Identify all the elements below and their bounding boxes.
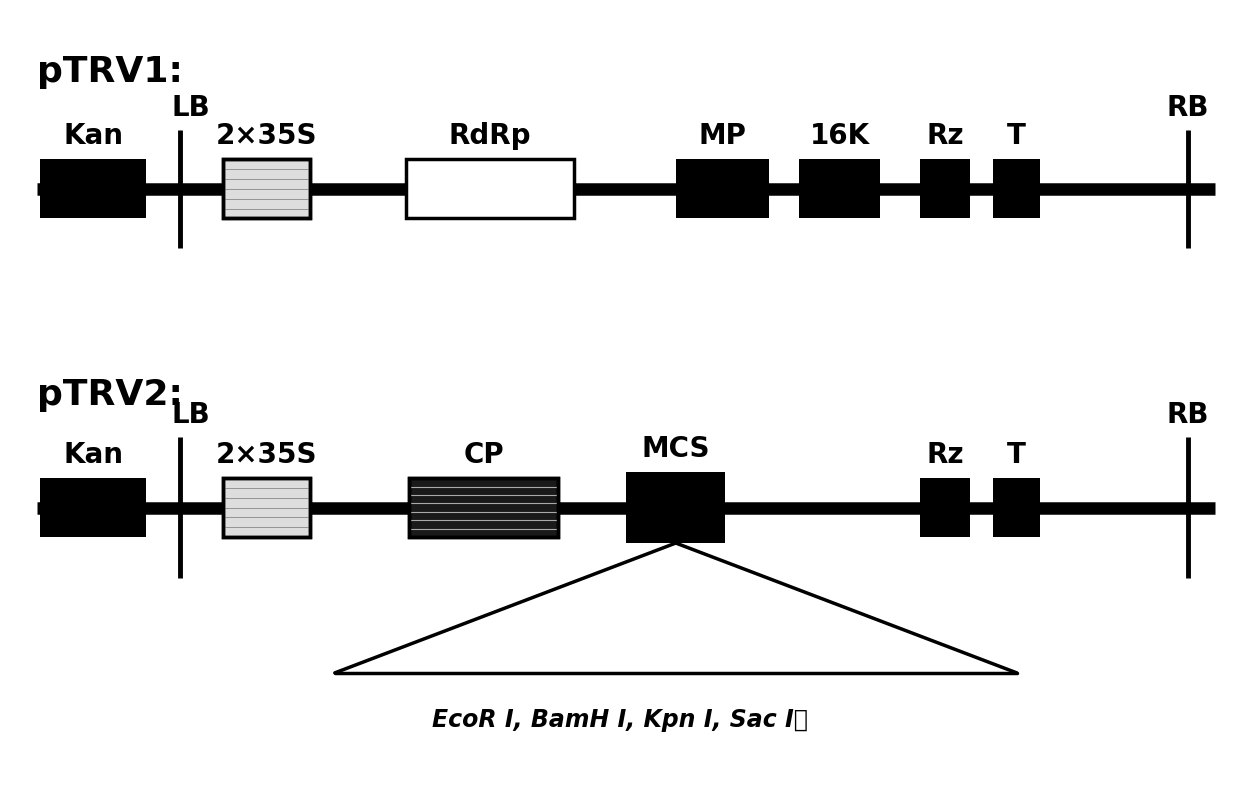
Text: Kan: Kan [63, 441, 123, 468]
Text: T: T [1007, 441, 1027, 468]
Text: Kan: Kan [63, 122, 123, 150]
Text: RB: RB [1167, 401, 1209, 429]
Text: LB: LB [171, 401, 210, 429]
Bar [677, 159, 769, 218]
Text: Rz: Rz [926, 441, 963, 468]
Bar [223, 478, 310, 537]
Bar [409, 478, 558, 537]
Text: pTRV2:: pTRV2: [37, 378, 184, 412]
Text: EcoR I, BamH I, Kpn I, Sac I等: EcoR I, BamH I, Kpn I, Sac I等 [432, 708, 808, 732]
Text: RB: RB [1167, 94, 1209, 122]
Bar [993, 159, 1040, 218]
Text: T: T [1007, 122, 1027, 150]
Text: CP: CP [464, 441, 503, 468]
Bar [993, 478, 1040, 537]
Text: 2×35S: 2×35S [216, 441, 317, 468]
Bar [223, 478, 310, 537]
Bar [626, 472, 725, 543]
Text: 16K: 16K [810, 122, 869, 150]
Bar [407, 159, 573, 218]
Bar [40, 478, 146, 537]
Text: pTRV1:: pTRV1: [37, 55, 184, 89]
Bar [920, 478, 970, 537]
Bar [223, 159, 310, 218]
Bar [800, 159, 880, 218]
Text: 2×35S: 2×35S [216, 122, 317, 150]
Text: RdRp: RdRp [449, 122, 531, 150]
Bar [223, 159, 310, 218]
Text: MCS: MCS [641, 434, 711, 463]
Text: MP: MP [699, 122, 746, 150]
Bar [409, 478, 558, 537]
Bar [40, 159, 146, 218]
Text: LB: LB [171, 94, 210, 122]
Bar [920, 159, 970, 218]
Text: Rz: Rz [926, 122, 963, 150]
